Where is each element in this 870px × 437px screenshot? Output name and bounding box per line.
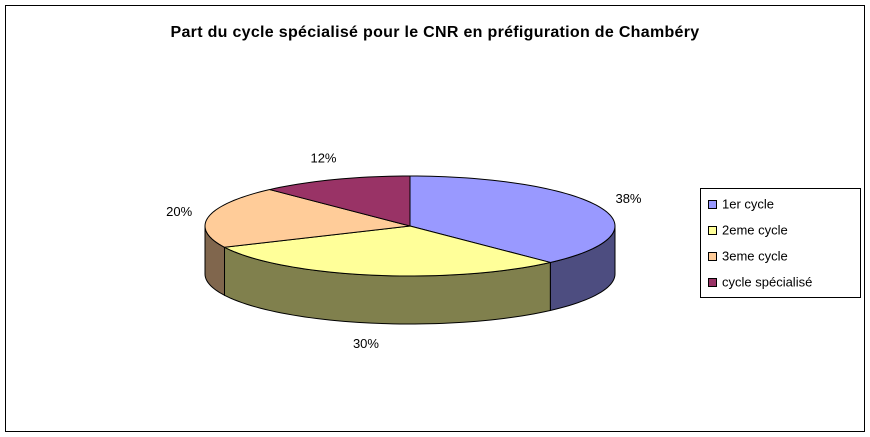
legend-swatch (708, 226, 717, 235)
legend-label: 3eme cycle (722, 248, 788, 263)
data-label: 38% (615, 191, 641, 206)
legend-label: cycle spécialisé (722, 274, 812, 289)
legend-label: 2eme cycle (722, 222, 788, 237)
legend-swatch (708, 200, 717, 209)
legend-swatch (708, 278, 717, 287)
legend-label: 1er cycle (722, 196, 774, 211)
legend-swatch (708, 252, 717, 261)
data-label: 30% (353, 336, 379, 351)
chart-title: Part du cycle spécialisé pour le CNR en … (170, 24, 700, 41)
data-label: 20% (166, 204, 192, 219)
pie-slice (269, 175, 411, 227)
pie-slice (409, 175, 616, 263)
pie-slice (204, 189, 411, 248)
legend-frame (700, 188, 861, 298)
data-label: 12% (310, 150, 336, 165)
pie-slice (222, 225, 551, 277)
